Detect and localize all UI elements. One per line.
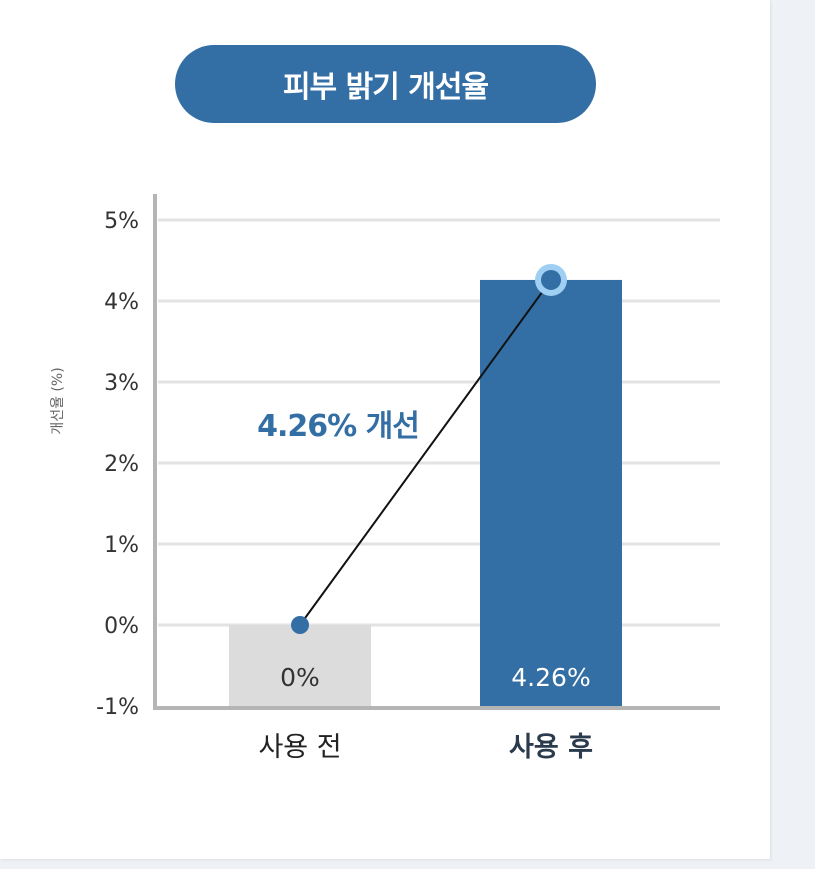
chart-card: 피부 밝기 개선율 <box>0 0 770 859</box>
point-after <box>541 269 561 290</box>
y-tick-label: -1% <box>96 695 139 720</box>
point-before <box>291 616 309 634</box>
chart-title: 피부 밝기 개선율 <box>175 45 596 123</box>
data-label: 0% <box>280 663 320 692</box>
y-tick-label: 0% <box>104 614 139 639</box>
category-label: 사용 후 <box>509 732 593 763</box>
data-label: 4.26% <box>511 663 590 692</box>
data-labels: 0% 4.26% <box>280 663 591 692</box>
category-labels: 사용 전 사용 후 <box>258 732 593 763</box>
trend-line <box>299 279 552 626</box>
gridlines <box>158 218 720 627</box>
y-tick-label: 3% <box>104 371 139 396</box>
trend-line-group <box>291 263 567 634</box>
y-tick-label: 4% <box>104 290 139 315</box>
y-tick-labels: 5% 4% 3% 2% 1% 0% -1% <box>96 209 139 720</box>
y-axis-title: 개선율 (%) <box>50 367 66 434</box>
y-tick-label: 1% <box>104 533 139 558</box>
bar-after <box>480 279 622 706</box>
category-label: 사용 전 <box>258 732 341 763</box>
annotation-text: 4.26% 개선 <box>257 409 419 444</box>
axes <box>153 194 720 710</box>
bars <box>229 279 622 706</box>
bar-before <box>229 625 371 706</box>
y-tick-label: 2% <box>104 452 139 477</box>
y-tick-label: 5% <box>104 209 139 234</box>
